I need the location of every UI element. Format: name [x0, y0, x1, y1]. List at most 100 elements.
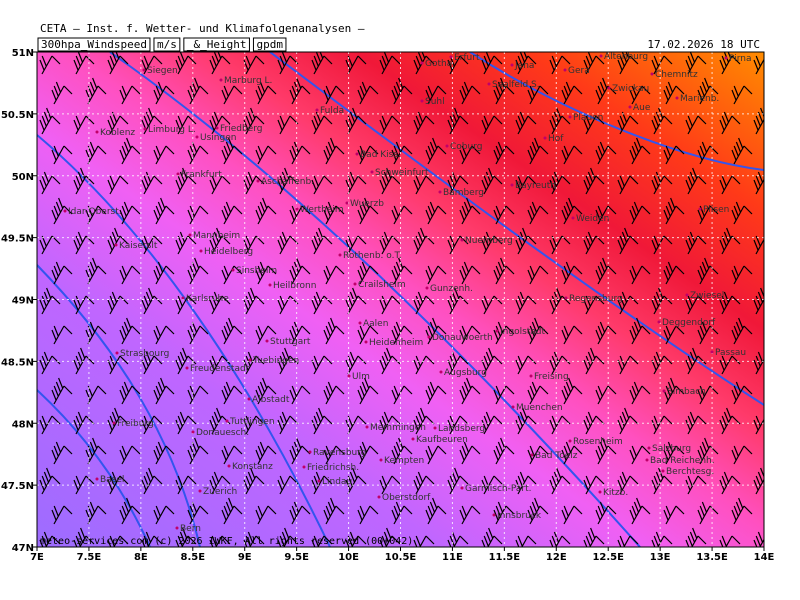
wind-barb [209, 535, 231, 547]
wind-barb [753, 235, 764, 255]
city-label: Weiden [576, 214, 609, 224]
wind-barb [85, 321, 107, 345]
wind-barb [141, 55, 163, 75]
wind-barb [629, 85, 651, 105]
wind-barb [357, 505, 379, 525]
wind-barb [719, 291, 741, 315]
wind-barb [719, 535, 741, 547]
wind-barb [289, 321, 311, 345]
wind-barb [311, 227, 333, 255]
wind-barb [73, 475, 95, 495]
city-label: Coburg [450, 142, 482, 152]
wind-barb [719, 407, 741, 435]
wind-barb [731, 497, 753, 525]
city-label: Garmisch-Part. [465, 484, 532, 494]
wind-barb [561, 261, 583, 285]
wind-barb [255, 505, 277, 525]
wind-barb [697, 501, 719, 525]
wind-barb [141, 235, 163, 255]
city-dot [268, 283, 272, 287]
wind-barb [493, 141, 515, 165]
city-dot [142, 68, 146, 72]
wind-barb [651, 235, 673, 255]
wind-barb [357, 197, 379, 225]
wind-barb [425, 381, 447, 405]
city-label: Ingolstadt [500, 327, 546, 337]
institute: CETA – Inst. f. Wetter- und Klimafolgena… [40, 22, 365, 35]
city-label: Mannheim [193, 231, 240, 241]
wind-barb [731, 317, 753, 345]
wind-barb [583, 52, 605, 75]
wind-barb [209, 52, 231, 75]
wind-barb [289, 385, 311, 405]
city-label: Donauesch. [196, 428, 249, 438]
wind-barb [141, 531, 163, 547]
wind-barb [119, 85, 141, 105]
wind-barb [697, 385, 719, 405]
wind-barb [651, 287, 673, 315]
city-dot [176, 172, 180, 176]
city-label: Aalen [363, 319, 388, 329]
city-label: Limburg L. [148, 125, 196, 135]
wind-barb [311, 111, 333, 135]
wind-barb [277, 52, 299, 75]
title-part: 300hpa_Windspeed [41, 38, 147, 51]
wind-barb [447, 107, 469, 135]
wind-barb [175, 115, 197, 135]
wind-barb [493, 385, 515, 405]
wind-barb [311, 355, 333, 375]
wind-barb [39, 531, 61, 547]
city-dot [364, 340, 368, 344]
city-dot [647, 446, 651, 450]
wind-barb [766, 146, 786, 164]
city-dot [181, 296, 185, 300]
city-label: Tuttlingen [229, 417, 275, 427]
wind-barb [255, 261, 277, 285]
city-dot [511, 405, 515, 409]
wind-barb [209, 355, 231, 375]
wind-barb [583, 115, 605, 135]
wind-barb [73, 52, 95, 75]
wind-barb [617, 52, 639, 75]
wind-barb [753, 107, 764, 135]
wind-barb [481, 115, 503, 135]
city-dot [231, 268, 235, 272]
wind-barb [221, 381, 243, 405]
y-tick-label: 47N [12, 543, 34, 554]
wind-barb [459, 197, 481, 225]
wind-barb [595, 385, 617, 405]
x-tick-label: 8E [134, 552, 148, 563]
title-part-box [183, 37, 250, 52]
wind-barb [413, 355, 435, 375]
wind-barb [595, 141, 617, 165]
wind-barb [583, 295, 605, 315]
wind-barb [255, 81, 277, 105]
city-dot [607, 86, 611, 90]
wind-barb [663, 145, 685, 165]
wind-barb [221, 201, 243, 225]
wind-barb [107, 291, 129, 315]
city-dot [710, 350, 714, 354]
wind-barb [766, 326, 786, 344]
city-label: Hof [548, 134, 564, 144]
wind-barb [51, 197, 73, 225]
wind-barb [311, 291, 333, 315]
wind-barb [243, 107, 265, 135]
city-dot [355, 152, 359, 156]
city-dot [191, 430, 195, 434]
city-dot [219, 78, 223, 82]
city-dot [248, 358, 252, 362]
y-tick-label: 49.5N [1, 234, 34, 245]
city-label: Kaiserslt [119, 241, 158, 251]
wind-barb [595, 321, 617, 345]
city-dot [645, 458, 649, 462]
wind-barb [731, 265, 753, 285]
city-dot [487, 82, 491, 86]
wind-barb [663, 197, 685, 225]
city-label: Zuerich [203, 487, 237, 497]
wind-barb [153, 377, 175, 405]
wind-barb [153, 197, 175, 225]
city-label: Freudenstadt [190, 364, 250, 374]
city-label: Tuebingen [252, 356, 299, 366]
wind-barb [379, 167, 401, 195]
